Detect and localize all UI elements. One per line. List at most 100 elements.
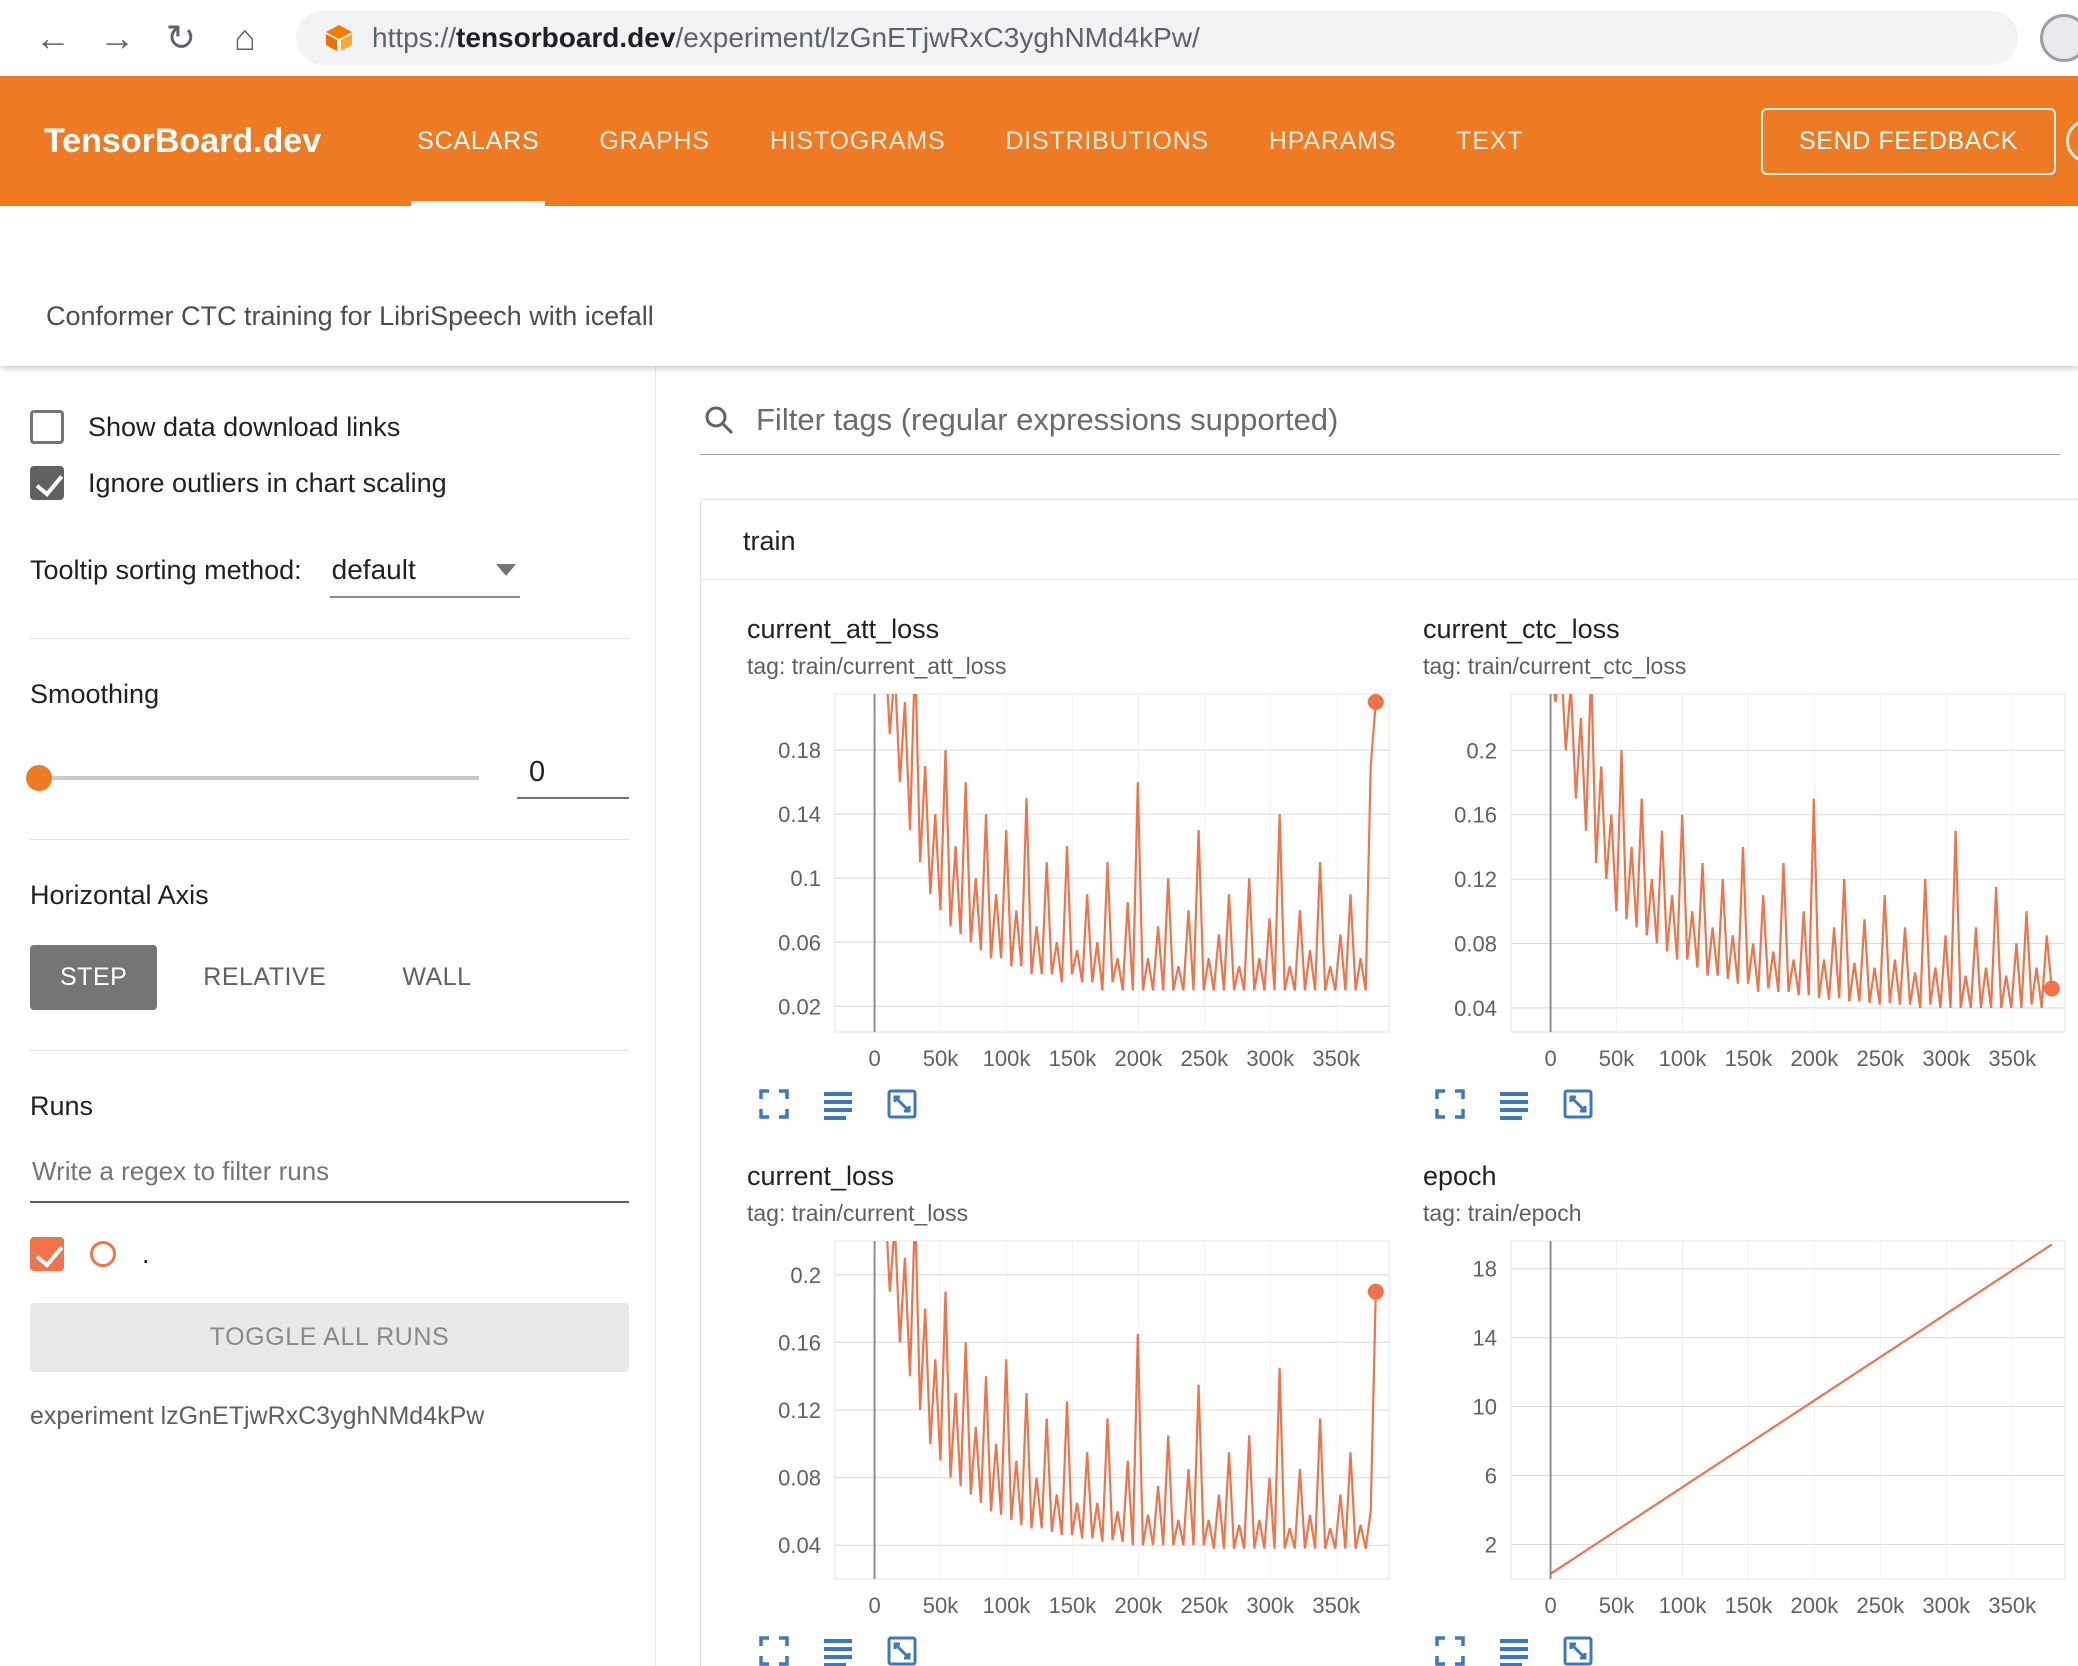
divider <box>30 839 629 840</box>
run-name: . <box>142 1238 150 1269</box>
chart-tag: tag: train/current_loss <box>747 1200 969 1226</box>
svg-text:50k: 50k <box>923 1046 959 1071</box>
tab-distributions[interactable]: DISTRIBUTIONS <box>1005 126 1209 155</box>
chart-canvas-epoch[interactable]: 0 50k 100k 150k 200k 250k 300k 350k 2 6 10 14 18 <box>1423 1231 2078 1632</box>
send-feedback-button[interactable]: SEND FEEDBACK <box>1761 107 2056 175</box>
axis-relative-button[interactable]: RELATIVE <box>173 945 356 1010</box>
svg-text:300k: 300k <box>1922 1593 1971 1618</box>
ignore-outliers-row: Ignore outliers in chart scaling <box>30 466 629 500</box>
tag-filter-input[interactable] <box>756 402 2056 438</box>
axis-wall-button[interactable]: WALL <box>372 945 501 1010</box>
svg-text:0: 0 <box>868 1593 880 1618</box>
reload-icon[interactable]: ↻ <box>165 17 197 58</box>
chart-title: current_ctc_loss <box>1423 614 1620 644</box>
svg-text:150k: 150k <box>1049 1593 1098 1618</box>
svg-text:150k: 150k <box>1725 1593 1774 1618</box>
svg-text:18: 18 <box>1473 1257 1497 1282</box>
smoothing-slider[interactable] <box>26 764 479 791</box>
tooltip-sorting-select[interactable]: default <box>329 554 520 598</box>
svg-text:0.06: 0.06 <box>778 930 821 955</box>
svg-text:100k: 100k <box>983 1593 1032 1618</box>
back-icon[interactable]: ← <box>35 17 71 58</box>
svg-text:350k: 350k <box>1312 1046 1361 1071</box>
fit-domain-icon[interactable] <box>1561 1634 1595 1666</box>
brand[interactable]: TensorBoard.dev <box>44 121 322 160</box>
lines-icon[interactable] <box>821 1634 855 1666</box>
main-panel: train current_att_loss tag: train/curren… <box>656 366 2078 1666</box>
svg-text:200k: 200k <box>1115 1046 1164 1071</box>
fullscreen-icon[interactable] <box>757 1634 791 1666</box>
lines-icon[interactable] <box>821 1087 855 1121</box>
svg-text:0.16: 0.16 <box>778 1330 821 1355</box>
account-icon[interactable] <box>2066 119 2078 163</box>
axis-step-button[interactable]: STEP <box>30 945 158 1010</box>
tab-text[interactable]: TEXT <box>1456 126 1524 155</box>
divider <box>30 638 629 639</box>
chart-canvas-current-att-loss[interactable]: 0 50k 100k 150k 200k 250k 300k 350k 0.02 0.06 0.1 0… <box>747 684 1423 1085</box>
svg-text:250k: 250k <box>1856 1593 1905 1618</box>
svg-text:100k: 100k <box>1659 1593 1708 1618</box>
fit-domain-icon[interactable] <box>885 1087 919 1121</box>
svg-text:0: 0 <box>1544 1046 1556 1071</box>
horizontal-axis-buttons: STEP RELATIVE WALL <box>30 945 629 1010</box>
svg-text:200k: 200k <box>1115 1593 1164 1618</box>
svg-text:0: 0 <box>868 1046 880 1071</box>
tag-filter-row <box>700 396 2060 455</box>
run-checkbox[interactable] <box>30 1237 64 1271</box>
svg-text:0.14: 0.14 <box>778 802 821 827</box>
fit-domain-icon[interactable] <box>885 1634 919 1666</box>
chart-tag: tag: train/current_ctc_loss <box>1423 653 1687 679</box>
svg-text:250k: 250k <box>1856 1046 1905 1071</box>
svg-text:200k: 200k <box>1791 1593 1840 1618</box>
card-title-train[interactable]: train <box>701 500 2078 580</box>
experiment-title: Conformer CTC training for LibriSpeech w… <box>46 301 654 331</box>
svg-text:300k: 300k <box>1246 1046 1295 1071</box>
address-bar[interactable]: https://tensorboard.dev/experiment/lzGnE… <box>296 11 2018 65</box>
tab-scalars[interactable]: SCALARS <box>387 76 569 206</box>
fullscreen-icon[interactable] <box>1433 1634 1467 1666</box>
svg-text:350k: 350k <box>1312 1593 1361 1618</box>
slider-thumb[interactable] <box>26 764 52 791</box>
smoothing-slider-row: 0 <box>26 756 629 799</box>
lines-icon[interactable] <box>1497 1634 1531 1666</box>
svg-text:14: 14 <box>1473 1326 1497 1351</box>
fit-domain-icon[interactable] <box>1561 1087 1595 1121</box>
svg-text:100k: 100k <box>983 1046 1032 1071</box>
svg-text:6: 6 <box>1485 1464 1497 1489</box>
chart-canvas-current-ctc-loss[interactable]: 0 50k 100k 150k 200k 250k 300k 350k 0.04 0.08 0.12… <box>1423 684 2078 1085</box>
svg-text:0.16: 0.16 <box>1454 803 1497 828</box>
site-favicon-icon <box>324 23 354 53</box>
show-download-checkbox[interactable] <box>30 410 64 444</box>
home-icon[interactable]: ⌂ <box>234 17 256 58</box>
ignore-outliers-checkbox[interactable] <box>30 466 64 500</box>
svg-text:50k: 50k <box>1599 1593 1635 1618</box>
svg-text:150k: 150k <box>1725 1046 1774 1071</box>
smoothing-value[interactable]: 0 <box>517 756 629 799</box>
chart-toolbar <box>1423 1087 2078 1121</box>
show-download-label: Show data download links <box>88 411 401 442</box>
train-card: train current_att_loss tag: train/curren… <box>700 499 2078 1666</box>
lines-icon[interactable] <box>1497 1087 1531 1121</box>
tab-hparams[interactable]: HPARAMS <box>1268 126 1397 155</box>
svg-text:0: 0 <box>1544 1593 1556 1618</box>
forward-icon[interactable]: → <box>99 17 135 58</box>
tab-histograms[interactable]: HISTOGRAMS <box>769 126 946 155</box>
toggle-all-runs-button[interactable]: TOGGLE ALL RUNS <box>30 1303 629 1372</box>
svg-text:250k: 250k <box>1180 1046 1229 1071</box>
svg-text:0.04: 0.04 <box>1454 996 1497 1021</box>
svg-text:250k: 250k <box>1180 1593 1229 1618</box>
chart-canvas-current-loss[interactable]: 0 50k 100k 150k 200k 250k 300k 350k 0.04 0.08 0.12… <box>747 1231 1423 1632</box>
ignore-outliers-label: Ignore outliers in chart scaling <box>88 467 447 498</box>
svg-text:150k: 150k <box>1049 1046 1098 1071</box>
smoothing-label: Smoothing <box>30 679 160 709</box>
chart-toolbar <box>1423 1634 2078 1666</box>
fullscreen-icon[interactable] <box>757 1087 791 1121</box>
tab-graphs[interactable]: GRAPHS <box>599 126 710 155</box>
avatar[interactable] <box>2040 14 2078 62</box>
chart-title: current_att_loss <box>747 614 940 644</box>
chart-tag: tag: train/current_att_loss <box>747 653 1007 679</box>
runs-filter-input[interactable] <box>30 1148 629 1203</box>
chart-module-epoch: epoch tag: train/epoch 0 50k 100k 150k 200k 2… <box>1423 1161 2078 1666</box>
svg-text:0.12: 0.12 <box>1454 867 1497 892</box>
fullscreen-icon[interactable] <box>1433 1087 1467 1121</box>
